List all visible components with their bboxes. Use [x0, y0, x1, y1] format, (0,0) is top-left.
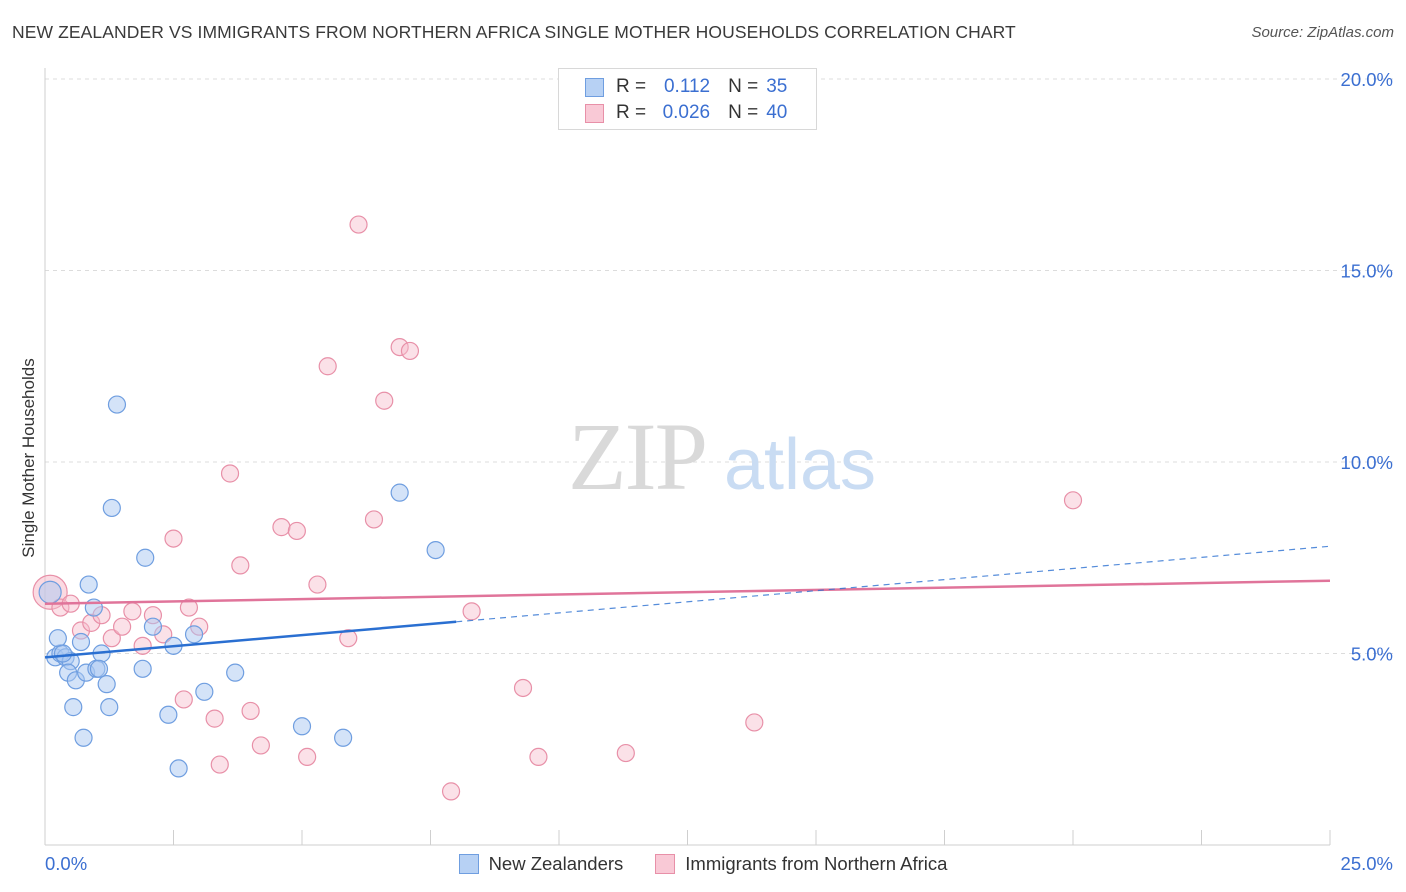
legend-item-new-zealanders[interactable]: New Zealanders [458, 853, 624, 875]
legend-label: Immigrants from Northern Africa [685, 853, 948, 874]
series-legend: New Zealanders Immigrants from Northern … [0, 851, 1406, 877]
data-point-immigrants [390, 338, 409, 357]
data-point-new-zealanders [100, 698, 119, 717]
trend-line-new-zealanders-extension [456, 545, 1331, 623]
axes [44, 68, 1331, 846]
legend-n-value: 40 [766, 102, 788, 123]
data-point-new-zealanders [133, 659, 152, 678]
y-axis-label-group: Single Mother Households [19, 358, 38, 557]
legend-n-value: 35 [766, 76, 788, 97]
legend-r-label: R = [616, 102, 647, 123]
legend-swatch-blue [585, 77, 604, 97]
legend-label: New Zealanders [488, 853, 624, 874]
data-point-immigrants [210, 755, 229, 774]
data-point-immigrants [123, 602, 142, 621]
data-point-new-zealanders [53, 644, 73, 663]
data-point-new-zealanders [184, 625, 204, 644]
data-point-immigrants [179, 598, 199, 617]
data-point-new-zealanders [136, 548, 155, 567]
y-tick-labels: 5.0% 10.0% 15.0% 20.0% [1341, 69, 1393, 665]
data-point-immigrants [375, 391, 394, 410]
data-point-immigrants [174, 690, 193, 709]
correlation-legend: R = 0.112 N = 35 R = 0.026 N = 40 [558, 68, 817, 130]
data-point-immigrants [513, 678, 533, 698]
data-point-new-zealanders [334, 728, 353, 747]
series-immigrants-points [32, 215, 1083, 801]
source-label: Source: ZipAtlas.com [1251, 24, 1394, 41]
data-point-immigrants [616, 743, 635, 763]
data-point-immigrants [462, 602, 481, 621]
y-tick-label: 20.0% [1341, 69, 1393, 90]
legend-row-new-zealanders: R = 0.112 N = 35 [585, 74, 787, 100]
data-point-immigrants [298, 747, 317, 767]
data-point-immigrants [241, 701, 260, 721]
data-point-new-zealanders [48, 629, 67, 648]
legend-row-immigrants: R = 0.026 N = 40 [585, 100, 787, 126]
trend-line-new-zealanders [44, 620, 457, 659]
trend-lines [44, 545, 1331, 659]
data-point-new-zealanders [292, 717, 312, 736]
data-point-new-zealanders [426, 540, 445, 560]
data-point-immigrants [112, 617, 132, 636]
y-axis-label: Single Mother Households [19, 358, 38, 557]
data-point-immigrants [231, 556, 250, 575]
data-point-immigrants [251, 736, 270, 755]
x-tick-label: 25.0% [1341, 853, 1393, 874]
data-point-immigrants [745, 713, 764, 732]
data-point-immigrants [339, 629, 358, 648]
series-new-zealanders-points [38, 395, 445, 778]
legend-swatch-blue [458, 854, 479, 874]
data-point-immigrants [164, 529, 183, 548]
data-point-immigrants [272, 518, 291, 537]
data-point-immigrants [287, 521, 306, 541]
legend-n-label: N = [728, 102, 759, 123]
data-point-immigrants [220, 464, 240, 483]
data-point-immigrants [308, 575, 327, 594]
data-point-new-zealanders [71, 632, 91, 652]
data-point-new-zealanders [89, 659, 109, 678]
x-tick-labels: 0.0% 25.0% [45, 853, 1393, 874]
trend-line-immigrants [44, 579, 1331, 605]
legend-n-label: N = [728, 76, 759, 97]
data-point-immigrants [205, 709, 224, 728]
grid [45, 78, 1393, 654]
data-point-new-zealanders [102, 498, 121, 518]
data-point-immigrants [349, 215, 368, 234]
data-point-new-zealanders [226, 663, 245, 682]
data-point-immigrants [441, 782, 461, 801]
data-point-immigrants [318, 357, 337, 376]
watermark-atlas: atlas [724, 425, 876, 505]
data-point-immigrants [1063, 491, 1083, 510]
data-point-new-zealanders [79, 575, 98, 594]
data-point-new-zealanders [143, 617, 163, 636]
chart-title: NEW ZEALANDER VS IMMIGRANTS FROM NORTHER… [12, 22, 1016, 42]
data-point-new-zealanders [74, 728, 93, 747]
legend-r-label: R = [616, 76, 647, 97]
data-point-new-zealanders [159, 705, 178, 724]
y-tick-label: 10.0% [1341, 452, 1393, 473]
data-point-immigrants [400, 341, 420, 361]
legend-r-value: 0.026 [662, 102, 711, 123]
legend-item-immigrants[interactable]: Immigrants from Northern Africa [655, 853, 947, 875]
watermark-zip: ZIP [568, 403, 706, 510]
y-tick-label: 15.0% [1341, 261, 1393, 282]
data-point-new-zealanders [38, 580, 62, 604]
data-point-immigrants [364, 510, 384, 529]
legend-swatch-pink [585, 103, 604, 123]
data-point-new-zealanders [390, 483, 409, 502]
data-point-immigrants [102, 629, 121, 648]
data-point-new-zealanders [107, 395, 127, 414]
data-point-new-zealanders [169, 759, 188, 778]
legend-r-value: 0.112 [663, 76, 711, 97]
legend-swatch-pink [655, 854, 676, 874]
x-tick-label: 0.0% [45, 853, 87, 874]
data-point-new-zealanders [97, 675, 116, 694]
y-tick-label: 5.0% [1351, 644, 1393, 665]
data-point-new-zealanders [195, 682, 214, 701]
data-point-immigrants [529, 747, 548, 767]
data-point-immigrants [133, 636, 152, 655]
data-point-new-zealanders [64, 698, 83, 717]
